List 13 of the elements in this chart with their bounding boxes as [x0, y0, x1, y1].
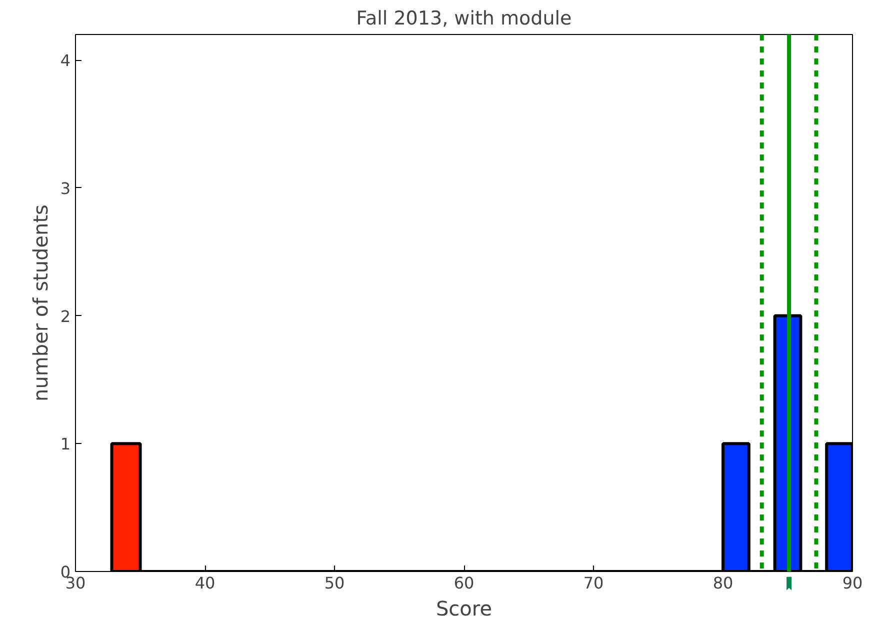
x-tick-label: 70 — [583, 574, 604, 592]
y-axis-title: number of students — [28, 204, 52, 402]
x-tick-label: 40 — [194, 574, 216, 592]
y-tick-label: 2 — [60, 306, 71, 326]
x-tick-label: 50 — [324, 574, 345, 592]
y-tick-label: 1 — [60, 434, 71, 454]
x-axis-title: Score — [436, 596, 492, 620]
chart-title: Fall 2013, with module — [356, 8, 572, 30]
x-tick-label: 60 — [454, 574, 474, 592]
y-tick-label: 4 — [60, 51, 71, 70]
x-tick-label: 90 — [842, 574, 863, 592]
x-tick-label: 80 — [712, 574, 734, 592]
y-tick-label: 3 — [60, 178, 71, 198]
